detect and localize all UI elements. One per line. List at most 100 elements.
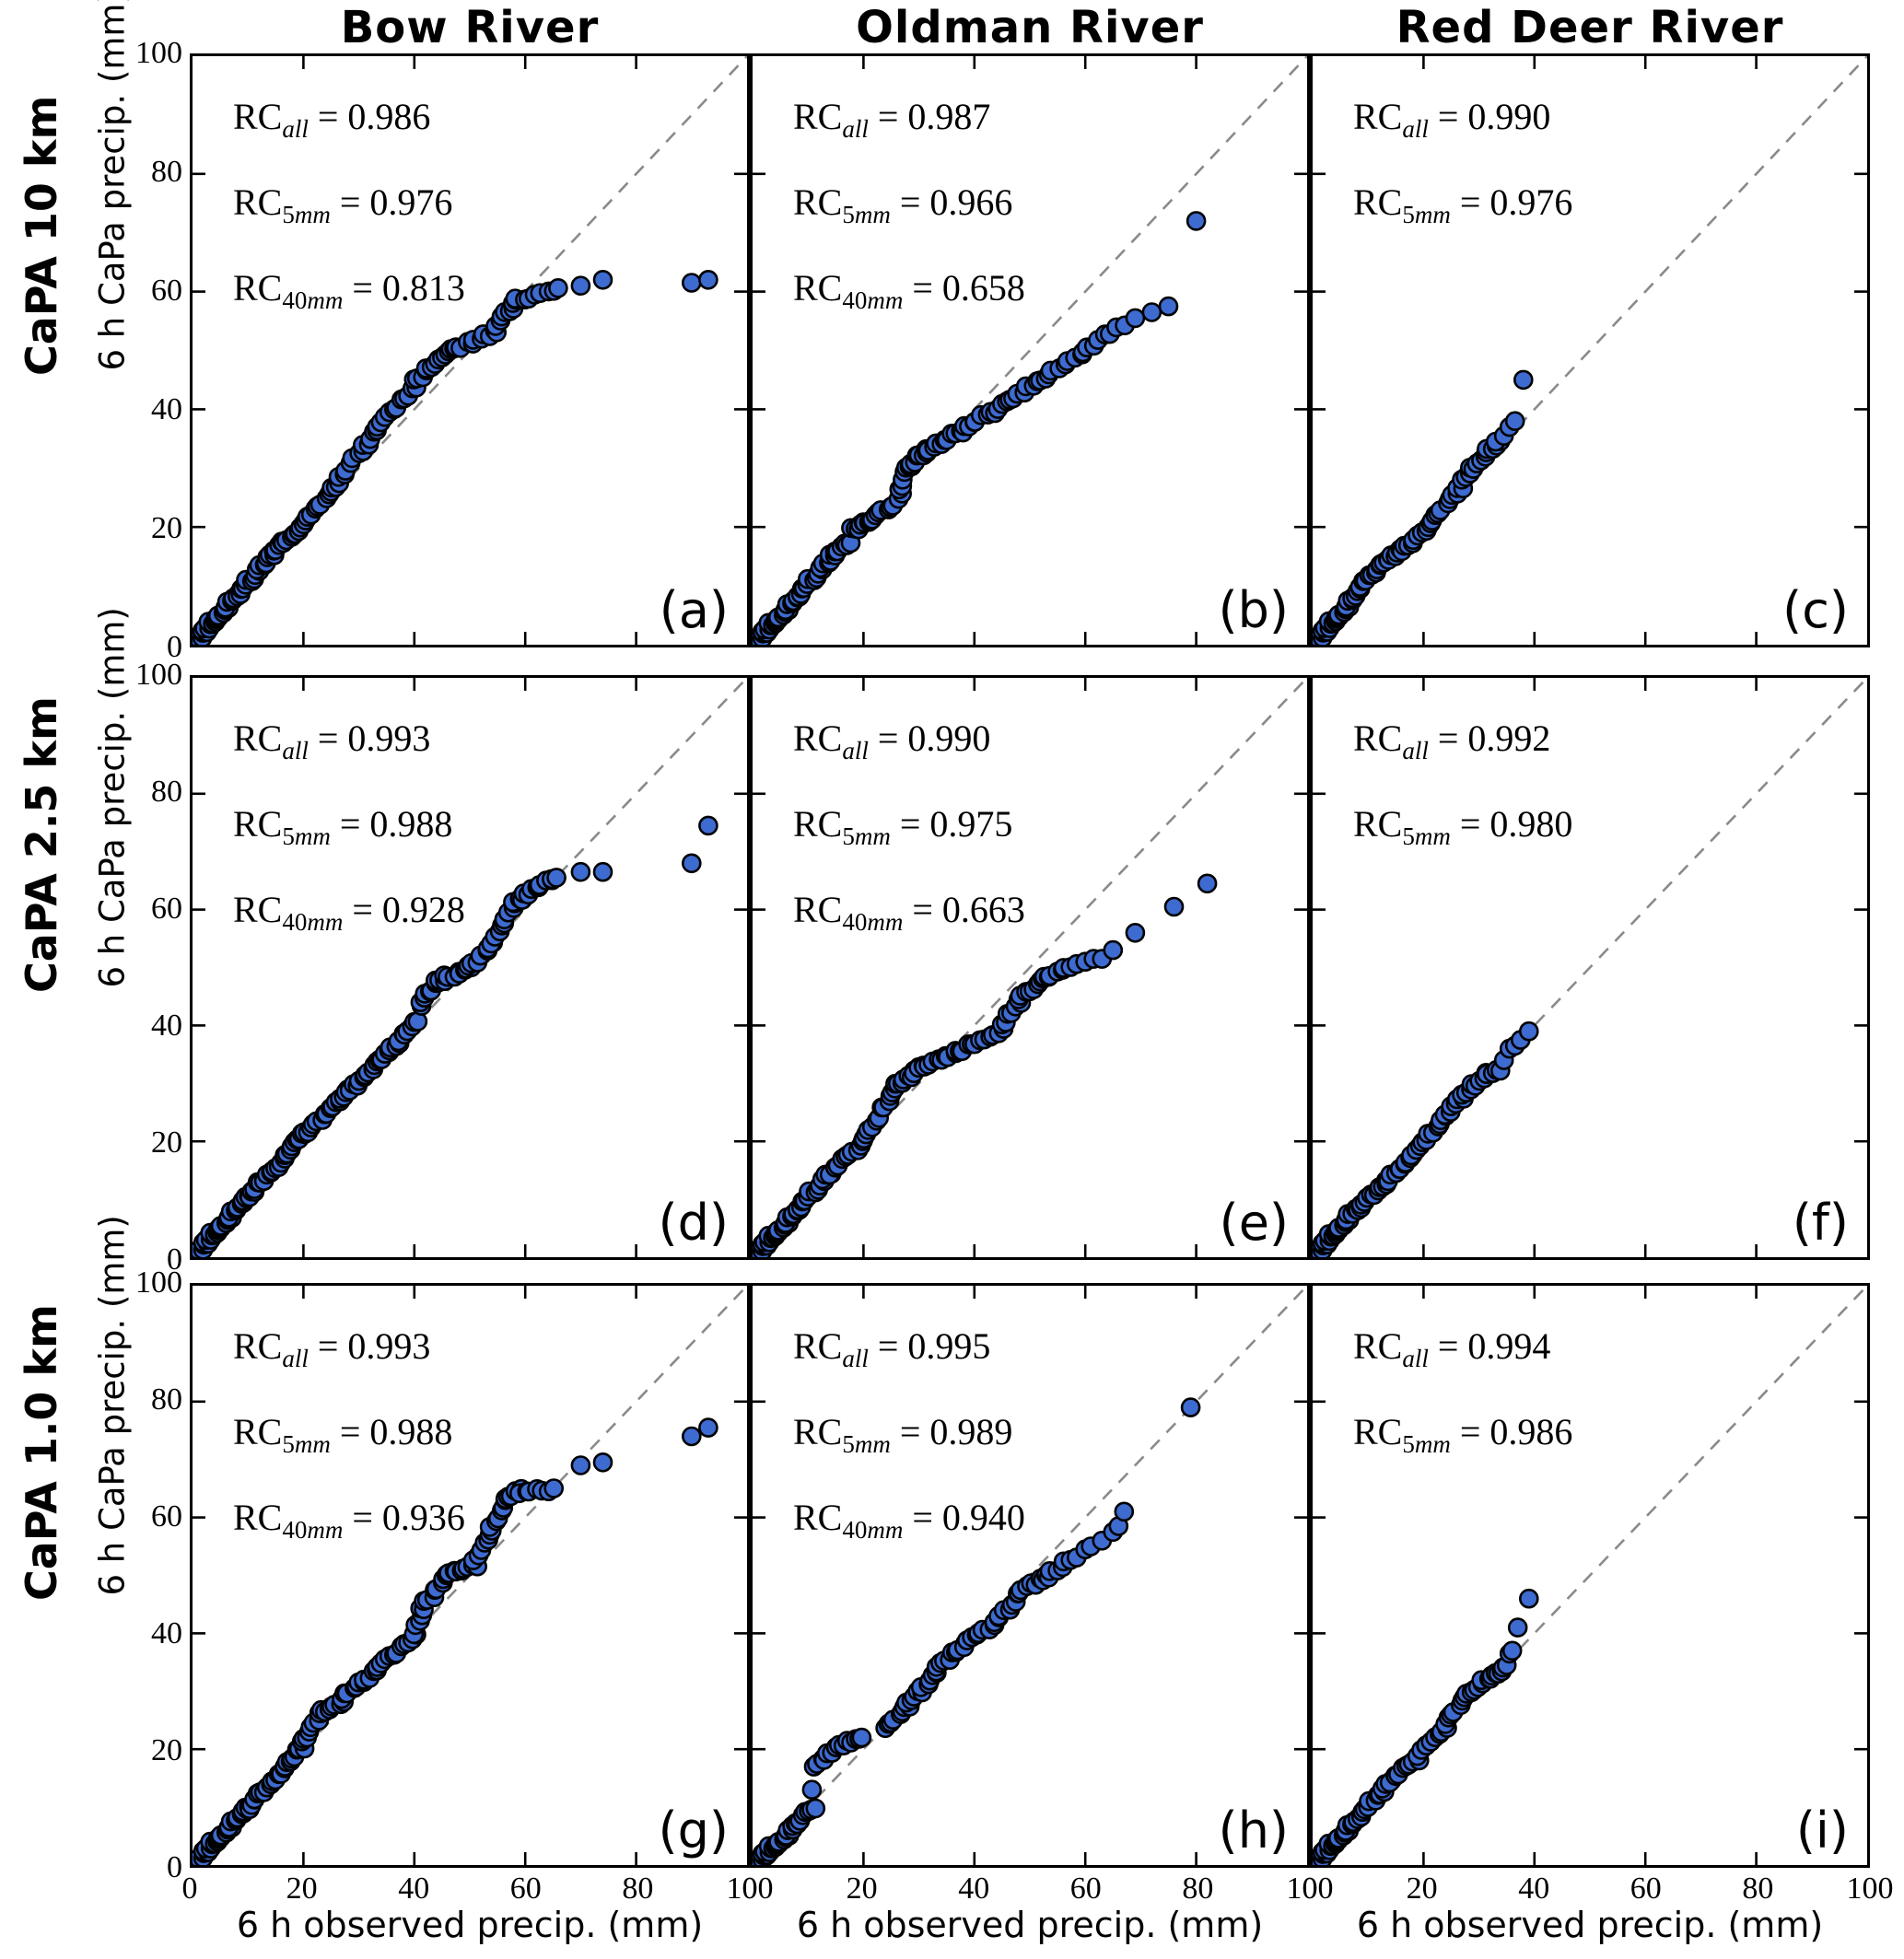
rc-value: = 0.994 <box>1428 1325 1551 1367</box>
panel-e: RCall = 0.990 RC5mm = 0.975 RC40mm = 0.663… <box>750 675 1310 1260</box>
rc-subscript-letters: mm <box>1414 201 1451 228</box>
rc-line: RC40mm = 0.663 <box>793 873 1025 959</box>
identity-line <box>753 56 1307 645</box>
panel-d: RCall = 0.993 RC5mm = 0.988 RC40mm = 0.928… <box>190 675 750 1260</box>
rc-subscript-number: 40 <box>842 908 868 936</box>
rc-value: = 0.986 <box>308 96 431 137</box>
rc-value: = 0.813 <box>343 267 465 309</box>
rc-subscript-letters: all <box>842 737 869 764</box>
rc-subscript-letters: all <box>1402 115 1429 143</box>
rc-subscript-number: 5 <box>842 201 855 228</box>
panel-a: RCall = 0.986 RC5mm = 0.976 RC40mm = 0.813… <box>190 53 750 647</box>
data-point <box>592 270 613 290</box>
data-point <box>1197 873 1218 894</box>
data-point <box>546 868 567 888</box>
rc-label: RC <box>233 889 283 930</box>
rc-subscript-letters: all <box>842 1345 869 1372</box>
rc-value: = 0.658 <box>903 267 1025 309</box>
scatter-plot <box>753 56 1307 645</box>
rc-value: = 0.976 <box>330 181 453 223</box>
rc-subscript-letters: mm <box>854 1430 891 1458</box>
x-tick-label: 80 <box>622 1872 654 1906</box>
rc-label: RC <box>233 1411 283 1452</box>
rc-subscript: 40mm <box>842 1516 903 1544</box>
rc-value: = 0.975 <box>890 803 1013 845</box>
scatter-plot <box>1313 56 1867 645</box>
rc-label: RC <box>233 181 283 223</box>
rc-value: = 0.987 <box>868 96 991 137</box>
rc-label: RC <box>793 267 843 309</box>
x-tick-label: 60 <box>509 1872 542 1906</box>
scatter-plot <box>753 1286 1307 1865</box>
data-point <box>698 270 718 290</box>
y-axis-label: 6 h CaPa precip. (mm) <box>92 0 133 370</box>
data-point <box>570 1455 591 1475</box>
rc-line: RC5mm = 0.966 <box>793 166 1025 251</box>
rc-subscript-letters: mm <box>867 1516 904 1544</box>
rc-line: RCall = 0.993 <box>233 702 465 787</box>
rc-label: RC <box>793 181 843 223</box>
rc-subscript-letters: mm <box>294 201 331 228</box>
scatter-plot <box>753 678 1307 1257</box>
data-point <box>681 853 702 874</box>
rc-annotation: RCall = 0.990 RC5mm = 0.975 RC40mm = 0.663 <box>793 702 1025 959</box>
rc-subscript: 40mm <box>282 286 343 314</box>
rc-subscript-letters: mm <box>854 822 891 850</box>
rc-subscript-number: 40 <box>282 908 308 936</box>
rc-label: RC <box>793 1411 843 1452</box>
rc-subscript-letters: mm <box>307 286 344 314</box>
x-tick-label: 0 <box>1302 1872 1318 1906</box>
x-tick-label: 40 <box>398 1872 430 1906</box>
rc-line: RC5mm = 0.976 <box>1353 166 1572 251</box>
y-axis-label: 6 h CaPa precip. (mm) <box>92 606 133 987</box>
x-tick-label: 20 <box>846 1872 878 1906</box>
rc-label: RC <box>233 267 283 309</box>
y-tick-label: 20 <box>151 1125 182 1160</box>
rc-value: = 0.992 <box>1428 717 1551 759</box>
rc-value: = 0.966 <box>890 181 1013 223</box>
rc-subscript-letters: all <box>282 1345 309 1372</box>
rc-line: RC40mm = 0.658 <box>793 251 1025 337</box>
x-tick-label: 60 <box>1069 1872 1102 1906</box>
rc-annotation: RCall = 0.993 RC5mm = 0.988 RC40mm = 0.936 <box>233 1310 465 1567</box>
rc-annotation: RCall = 0.995 RC5mm = 0.989 RC40mm = 0.940 <box>793 1310 1025 1567</box>
scatter-plot <box>1313 678 1867 1257</box>
rc-line: RCall = 0.992 <box>1353 702 1572 787</box>
rc-annotation: RCall = 0.994 RC5mm = 0.986 <box>1353 1310 1572 1481</box>
rc-label: RC <box>1353 803 1403 845</box>
rc-subscript: 5mm <box>1402 822 1451 850</box>
x-tick-label: 80 <box>1742 1872 1774 1906</box>
panel-c: RCall = 0.990 RC5mm = 0.976 (c) <box>1310 53 1870 647</box>
rc-line: RCall = 0.990 <box>793 702 1025 787</box>
column-title: Bow River <box>340 2 600 53</box>
rc-subscript: all <box>842 1345 869 1372</box>
rc-subscript-letters: mm <box>1414 1430 1451 1458</box>
panel-g: RCall = 0.993 RC5mm = 0.988 RC40mm = 0.936… <box>190 1283 750 1868</box>
rc-line: RC5mm = 0.980 <box>1353 787 1572 873</box>
column-title: Red Deer River <box>1396 2 1784 53</box>
data-point <box>1501 1640 1523 1662</box>
rc-value: = 0.995 <box>868 1325 991 1367</box>
data-point <box>698 1417 718 1438</box>
rc-subscript-number: 5 <box>842 1430 855 1458</box>
rc-line: RC40mm = 0.936 <box>233 1481 465 1567</box>
data-point <box>851 1727 872 1748</box>
rc-label: RC <box>793 717 843 759</box>
data-point <box>592 861 613 882</box>
data-point <box>548 278 568 298</box>
data-point <box>570 861 591 882</box>
data-point <box>1180 1397 1201 1417</box>
rc-line: RCall = 0.995 <box>793 1310 1025 1395</box>
scatter-plot <box>193 678 747 1257</box>
panel-letter: (g) <box>658 1802 729 1860</box>
rc-line: RCall = 0.986 <box>233 80 465 166</box>
rc-subscript-letters: mm <box>867 286 904 314</box>
data-point <box>1163 896 1185 917</box>
rc-subscript: all <box>282 115 309 143</box>
rc-line: RCall = 0.994 <box>1353 1310 1572 1395</box>
x-tick-label: 100 <box>1286 1872 1334 1906</box>
data-point <box>543 1478 565 1498</box>
rc-subscript-number: 40 <box>282 1516 308 1544</box>
rc-label: RC <box>793 1325 843 1367</box>
rc-line: RC40mm = 0.940 <box>793 1481 1025 1567</box>
